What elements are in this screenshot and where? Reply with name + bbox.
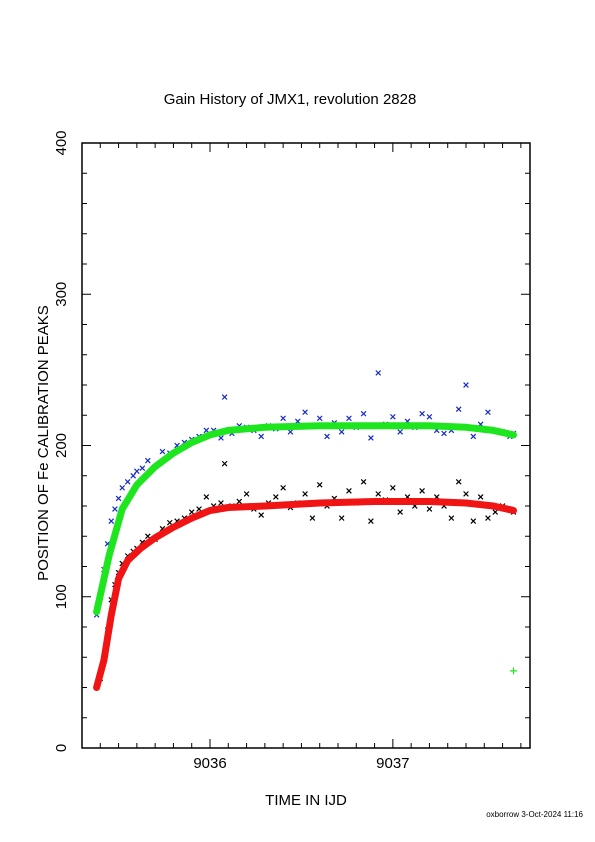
data-point-upper_points bbox=[463, 382, 469, 388]
data-point-lower_points bbox=[166, 519, 173, 526]
data-point-upper_points bbox=[258, 433, 265, 440]
x-tick-label: 9037 bbox=[376, 755, 409, 772]
data-point-lower_points bbox=[485, 515, 491, 521]
data-point-lower_points bbox=[463, 491, 469, 497]
data-point-lower_points bbox=[203, 494, 210, 500]
data-point-upper_points bbox=[139, 465, 146, 472]
data-point-lower_points bbox=[426, 506, 433, 512]
data-point-lower_points bbox=[346, 488, 352, 494]
data-point-upper_points bbox=[145, 457, 151, 464]
y-tick-label: 100 bbox=[53, 584, 70, 609]
fit-curve-lower_fit bbox=[93, 498, 517, 691]
plot-area: 0 100 200 300 400 9036 9037 bbox=[53, 130, 531, 772]
data-point-lower_points bbox=[316, 482, 323, 488]
data-point-lower_points bbox=[273, 494, 279, 500]
data-point-lower_points bbox=[309, 515, 316, 521]
data-point-lower_points bbox=[236, 498, 243, 505]
data-point-upper_points bbox=[324, 433, 330, 440]
data-point-upper_points bbox=[124, 478, 131, 485]
data-point-lower_points bbox=[338, 515, 345, 521]
data-point-upper_points bbox=[221, 394, 228, 400]
data-point-lower_points bbox=[397, 509, 403, 515]
data-point-lower_points bbox=[470, 518, 477, 524]
data-point-lower_points bbox=[221, 460, 228, 467]
data-point-upper_points bbox=[368, 435, 374, 441]
data-point-upper_points bbox=[218, 435, 224, 441]
data-point-upper_points bbox=[375, 370, 382, 376]
data-point-lower_points bbox=[360, 478, 367, 485]
data-point-upper_points bbox=[115, 495, 122, 502]
data-point-upper_points bbox=[130, 472, 137, 479]
data-point-upper_points bbox=[280, 415, 286, 422]
data-point-upper_points bbox=[108, 518, 115, 524]
data-point-lower_points bbox=[243, 491, 250, 497]
y-tick-label: 200 bbox=[53, 433, 70, 458]
data-point-upper_points bbox=[390, 413, 396, 420]
y-tick-label: 0 bbox=[53, 744, 70, 752]
data-point-lower_points bbox=[280, 485, 286, 491]
data-point-upper_points bbox=[119, 485, 126, 491]
y-tick-label: 400 bbox=[53, 130, 70, 155]
y-tick-label: 300 bbox=[53, 282, 70, 307]
data-point-lower_points bbox=[477, 494, 484, 500]
data-point-upper_points bbox=[346, 415, 352, 422]
x-axis-label: TIME IN IJD bbox=[265, 792, 347, 809]
plot-frame bbox=[81, 142, 531, 749]
data-point-upper_points bbox=[338, 429, 345, 435]
data-point-upper_points bbox=[419, 410, 425, 417]
data-point-upper_points bbox=[112, 506, 118, 512]
data-point-upper_points bbox=[426, 413, 433, 420]
data-point-lower_points bbox=[390, 485, 396, 491]
data-point-upper_points bbox=[360, 410, 367, 417]
data-point-upper_points bbox=[441, 430, 447, 437]
data-point-lower_points bbox=[368, 518, 374, 524]
data-point-upper_points bbox=[159, 448, 166, 455]
data-point-upper_points bbox=[316, 415, 323, 422]
data-point-lower_points bbox=[419, 488, 425, 494]
data-point-upper_points bbox=[302, 409, 308, 416]
x-tick-label: 9036 bbox=[193, 755, 226, 772]
data-point-lower_points bbox=[302, 491, 308, 497]
data-point-upper_points bbox=[287, 429, 294, 435]
fit-curve-upper_fit bbox=[93, 422, 517, 616]
data-point-upper_points bbox=[134, 468, 140, 475]
y-axis-label: POSITION OF Fe CALIBRATION PEAKS bbox=[35, 305, 52, 581]
data-point-upper_points bbox=[455, 406, 462, 413]
data-point-lower_points bbox=[375, 491, 382, 497]
data-point-upper_points bbox=[397, 429, 403, 435]
data-point-lower_points bbox=[218, 500, 224, 506]
data-point-lower_points bbox=[455, 478, 462, 485]
data-point-lower_points bbox=[258, 512, 265, 518]
data-point-upper_points bbox=[470, 433, 477, 440]
chart-title: Gain History of JMX1, revolution 2828 bbox=[164, 91, 417, 108]
outlier-point bbox=[510, 667, 518, 675]
data-point-lower_points bbox=[492, 509, 499, 515]
data-point-lower_points bbox=[448, 515, 455, 521]
footer-timestamp: oxborrow 3-Oct-2024 11:16 bbox=[486, 810, 583, 819]
data-point-upper_points bbox=[485, 409, 491, 416]
